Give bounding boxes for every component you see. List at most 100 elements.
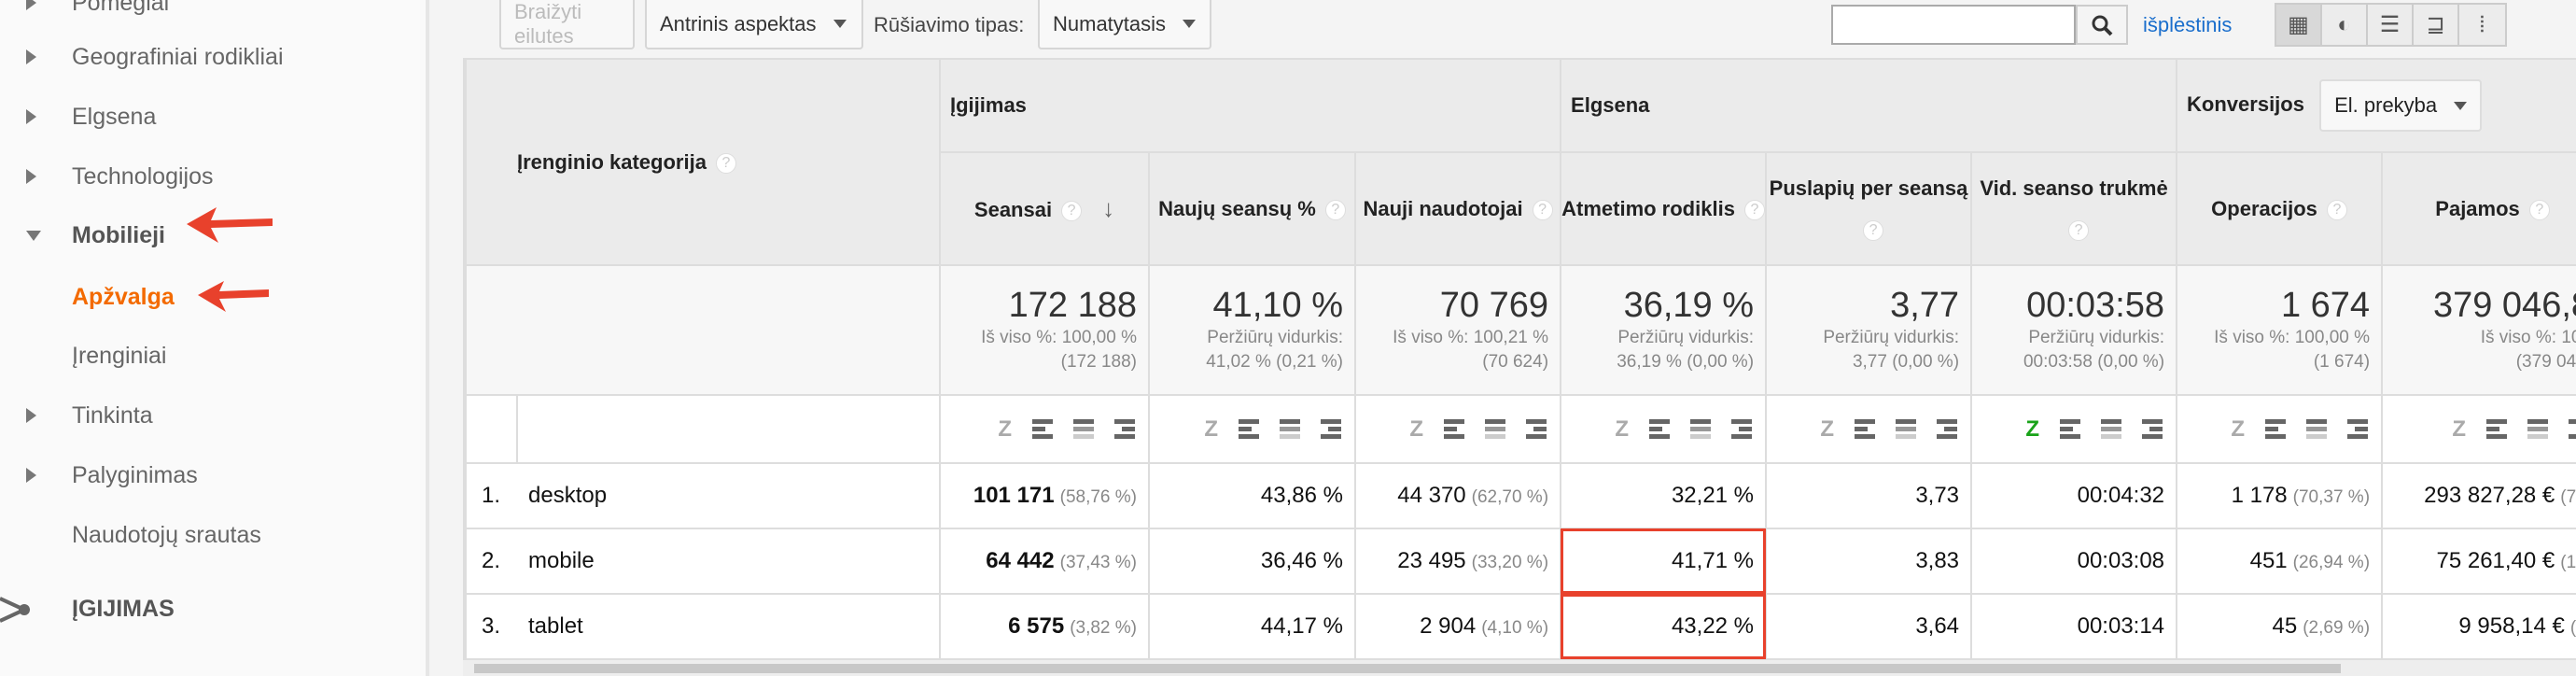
dimension-value[interactable]: mobile (528, 548, 595, 573)
zero-baseline-icon[interactable]: Z (2231, 415, 2246, 442)
comparison-icon[interactable] (2347, 419, 2369, 439)
pie-view-button[interactable]: ◐ (2322, 5, 2368, 45)
percentage-icon[interactable] (2306, 419, 2328, 439)
metric-value: 36,46 % (1260, 548, 1343, 573)
bar-chart-icon[interactable] (2060, 419, 2081, 439)
bar-chart-icon[interactable] (1649, 419, 1671, 439)
percentage-icon[interactable] (2527, 419, 2549, 439)
sidebar-item-2[interactable]: Elgsena (0, 93, 426, 140)
percentage-icon[interactable] (1896, 419, 1917, 439)
table-row[interactable]: 2. mobile 64 442 (37,43 %) 36,46 % 23 495 (33,… (465, 528, 2576, 595)
help-icon[interactable]: ? (2326, 199, 2347, 220)
zero-baseline-icon[interactable]: Z (2025, 415, 2040, 442)
percentage-icon[interactable] (2101, 419, 2122, 439)
metric-header[interactable]: Seansai? ↓ (939, 151, 1150, 266)
sort-type-dropdown[interactable]: Numatytasis (1038, 0, 1211, 49)
help-icon[interactable]: ? (2528, 199, 2550, 220)
search-button[interactable] (2076, 5, 2128, 45)
zero-baseline-icon[interactable]: Z (1820, 415, 1835, 442)
table-row[interactable]: 1. desktop 101 171 (58,76 %) 43,86 % 44 370 (6… (465, 462, 2576, 529)
scrollbar-thumb[interactable] (474, 664, 2341, 673)
sort-descending-icon[interactable]: ↓ (1102, 193, 1115, 222)
pivot-view-button[interactable]: ⦙ (2459, 5, 2505, 45)
percentage-icon[interactable] (1280, 419, 1300, 439)
sidebar-item-7[interactable]: Tinkinta (0, 392, 426, 439)
metric-value: 9 958,14 € (2458, 613, 2565, 639)
percentage-icon[interactable] (1485, 419, 1506, 439)
metric-header[interactable]: Operacijos? (2176, 151, 2384, 266)
comparison-icon[interactable] (1321, 419, 1341, 439)
dimension-cell[interactable]: 3. tablet (465, 593, 941, 660)
zero-baseline-icon[interactable]: Z (1409, 415, 1424, 442)
metric-header[interactable]: Puslapių per seansą? (1765, 151, 1973, 266)
sidebar-item-10[interactable]: ĮGIJIMAS (0, 585, 426, 632)
bar-chart-icon[interactable] (2486, 419, 2508, 439)
bar-chart-icon[interactable] (1444, 419, 1465, 439)
bar-chart-icon[interactable] (2265, 419, 2287, 439)
caret-right-icon[interactable] (26, 0, 36, 10)
secondary-dimension-label: Antrinis aspektas (660, 11, 817, 35)
comparison-icon[interactable] (1731, 419, 1753, 439)
sidebar-item-1[interactable]: Geografiniai rodikliai (0, 34, 426, 80)
help-icon[interactable]: ? (2068, 219, 2090, 241)
caret-right-icon[interactable] (26, 408, 36, 423)
comparison-icon[interactable] (1114, 419, 1135, 439)
help-icon[interactable]: ? (1532, 199, 1553, 220)
dimension-value[interactable]: desktop (528, 483, 608, 508)
bar-chart-icon[interactable] (1855, 419, 1876, 439)
caret-right-icon[interactable] (26, 468, 36, 483)
percentage-icon[interactable] (1690, 419, 1712, 439)
advanced-filter-link[interactable]: išplėstinis (2143, 13, 2233, 36)
comparison-icon[interactable] (1526, 419, 1547, 439)
dimension-header[interactable]: Įrenginio kategorija? (465, 58, 941, 266)
help-icon[interactable]: ? (1863, 219, 1884, 241)
conversion-type-dropdown[interactable]: El. prekyba (2319, 79, 2483, 132)
caret-right-icon[interactable] (26, 49, 36, 64)
bar-chart-icon[interactable] (1239, 419, 1259, 439)
help-icon[interactable]: ? (1743, 199, 1765, 220)
caret-right-icon[interactable] (26, 109, 36, 124)
caret-right-icon[interactable] (26, 169, 36, 184)
sidebar-item-4[interactable]: Mobilieji (0, 212, 426, 259)
zero-baseline-icon[interactable]: Z (998, 415, 1012, 442)
metric-header[interactable]: Vid. seanso trukmė? (1970, 151, 2178, 266)
dimension-value[interactable]: tablet (528, 613, 583, 639)
sidebar-item-3[interactable]: Technologijos (0, 153, 426, 200)
plot-rows-button[interactable]: Braižyti eilutes (499, 0, 635, 49)
sidebar-item-6[interactable]: Įrenginiai (0, 332, 426, 379)
metric-header[interactable]: Naujų seansų %? (1148, 151, 1356, 266)
table-row[interactable]: 3. tablet 6 575 (3,82 %) 44,17 % 2 904 (4,10 %… (465, 593, 2576, 660)
horizontal-scrollbar[interactable] (463, 660, 2576, 676)
sidebar-item-9[interactable]: Naudotojų srautas (0, 512, 426, 558)
comparison-icon[interactable] (2569, 419, 2576, 439)
metric-header[interactable]: Atmetimo rodiklis? (1560, 151, 1768, 266)
zero-baseline-icon[interactable]: Z (1615, 415, 1630, 442)
metric-percent: (19, (2560, 553, 2576, 572)
percentage-icon[interactable] (1073, 419, 1094, 439)
metric-percent: (58,76 %) (1059, 487, 1137, 507)
performance-view-button[interactable]: ☰ (2368, 5, 2414, 45)
comparison-icon[interactable] (1937, 419, 1958, 439)
help-icon[interactable]: ? (1324, 199, 1346, 220)
help-icon[interactable]: ? (1061, 200, 1083, 221)
comparison-view-button[interactable]: ⊒ (2414, 5, 2459, 45)
dimension-cell[interactable]: 2. mobile (465, 528, 941, 595)
sidebar-item-5[interactable]: Apžvalga (0, 274, 426, 320)
table-view-button[interactable]: ▦ (2276, 5, 2322, 45)
help-icon[interactable]: ? (715, 152, 736, 174)
secondary-dimension-dropdown[interactable]: Antrinis aspektas (645, 0, 863, 49)
sidebar-item-label: Pomėgiai (72, 0, 170, 16)
zero-baseline-icon[interactable]: Z (2452, 415, 2467, 442)
sidebar-item-label: Palyginimas (72, 461, 198, 488)
metric-value: 00:03:08 (2077, 548, 2165, 573)
zero-baseline-icon[interactable]: Z (1204, 415, 1218, 442)
comparison-icon[interactable] (2142, 419, 2163, 439)
metric-header[interactable]: Nauji naudotojai? (1353, 151, 1562, 266)
sidebar-item-8[interactable]: Palyginimas (0, 452, 426, 499)
bar-chart-icon[interactable] (1032, 419, 1053, 439)
caret-down-icon[interactable] (26, 230, 41, 241)
dimension-cell[interactable]: 1. desktop (465, 462, 941, 529)
table-search-input[interactable] (1831, 5, 2076, 45)
metric-header[interactable]: Pajamos? (2381, 151, 2576, 266)
sidebar-item-0[interactable]: Pomėgiai (0, 0, 426, 26)
